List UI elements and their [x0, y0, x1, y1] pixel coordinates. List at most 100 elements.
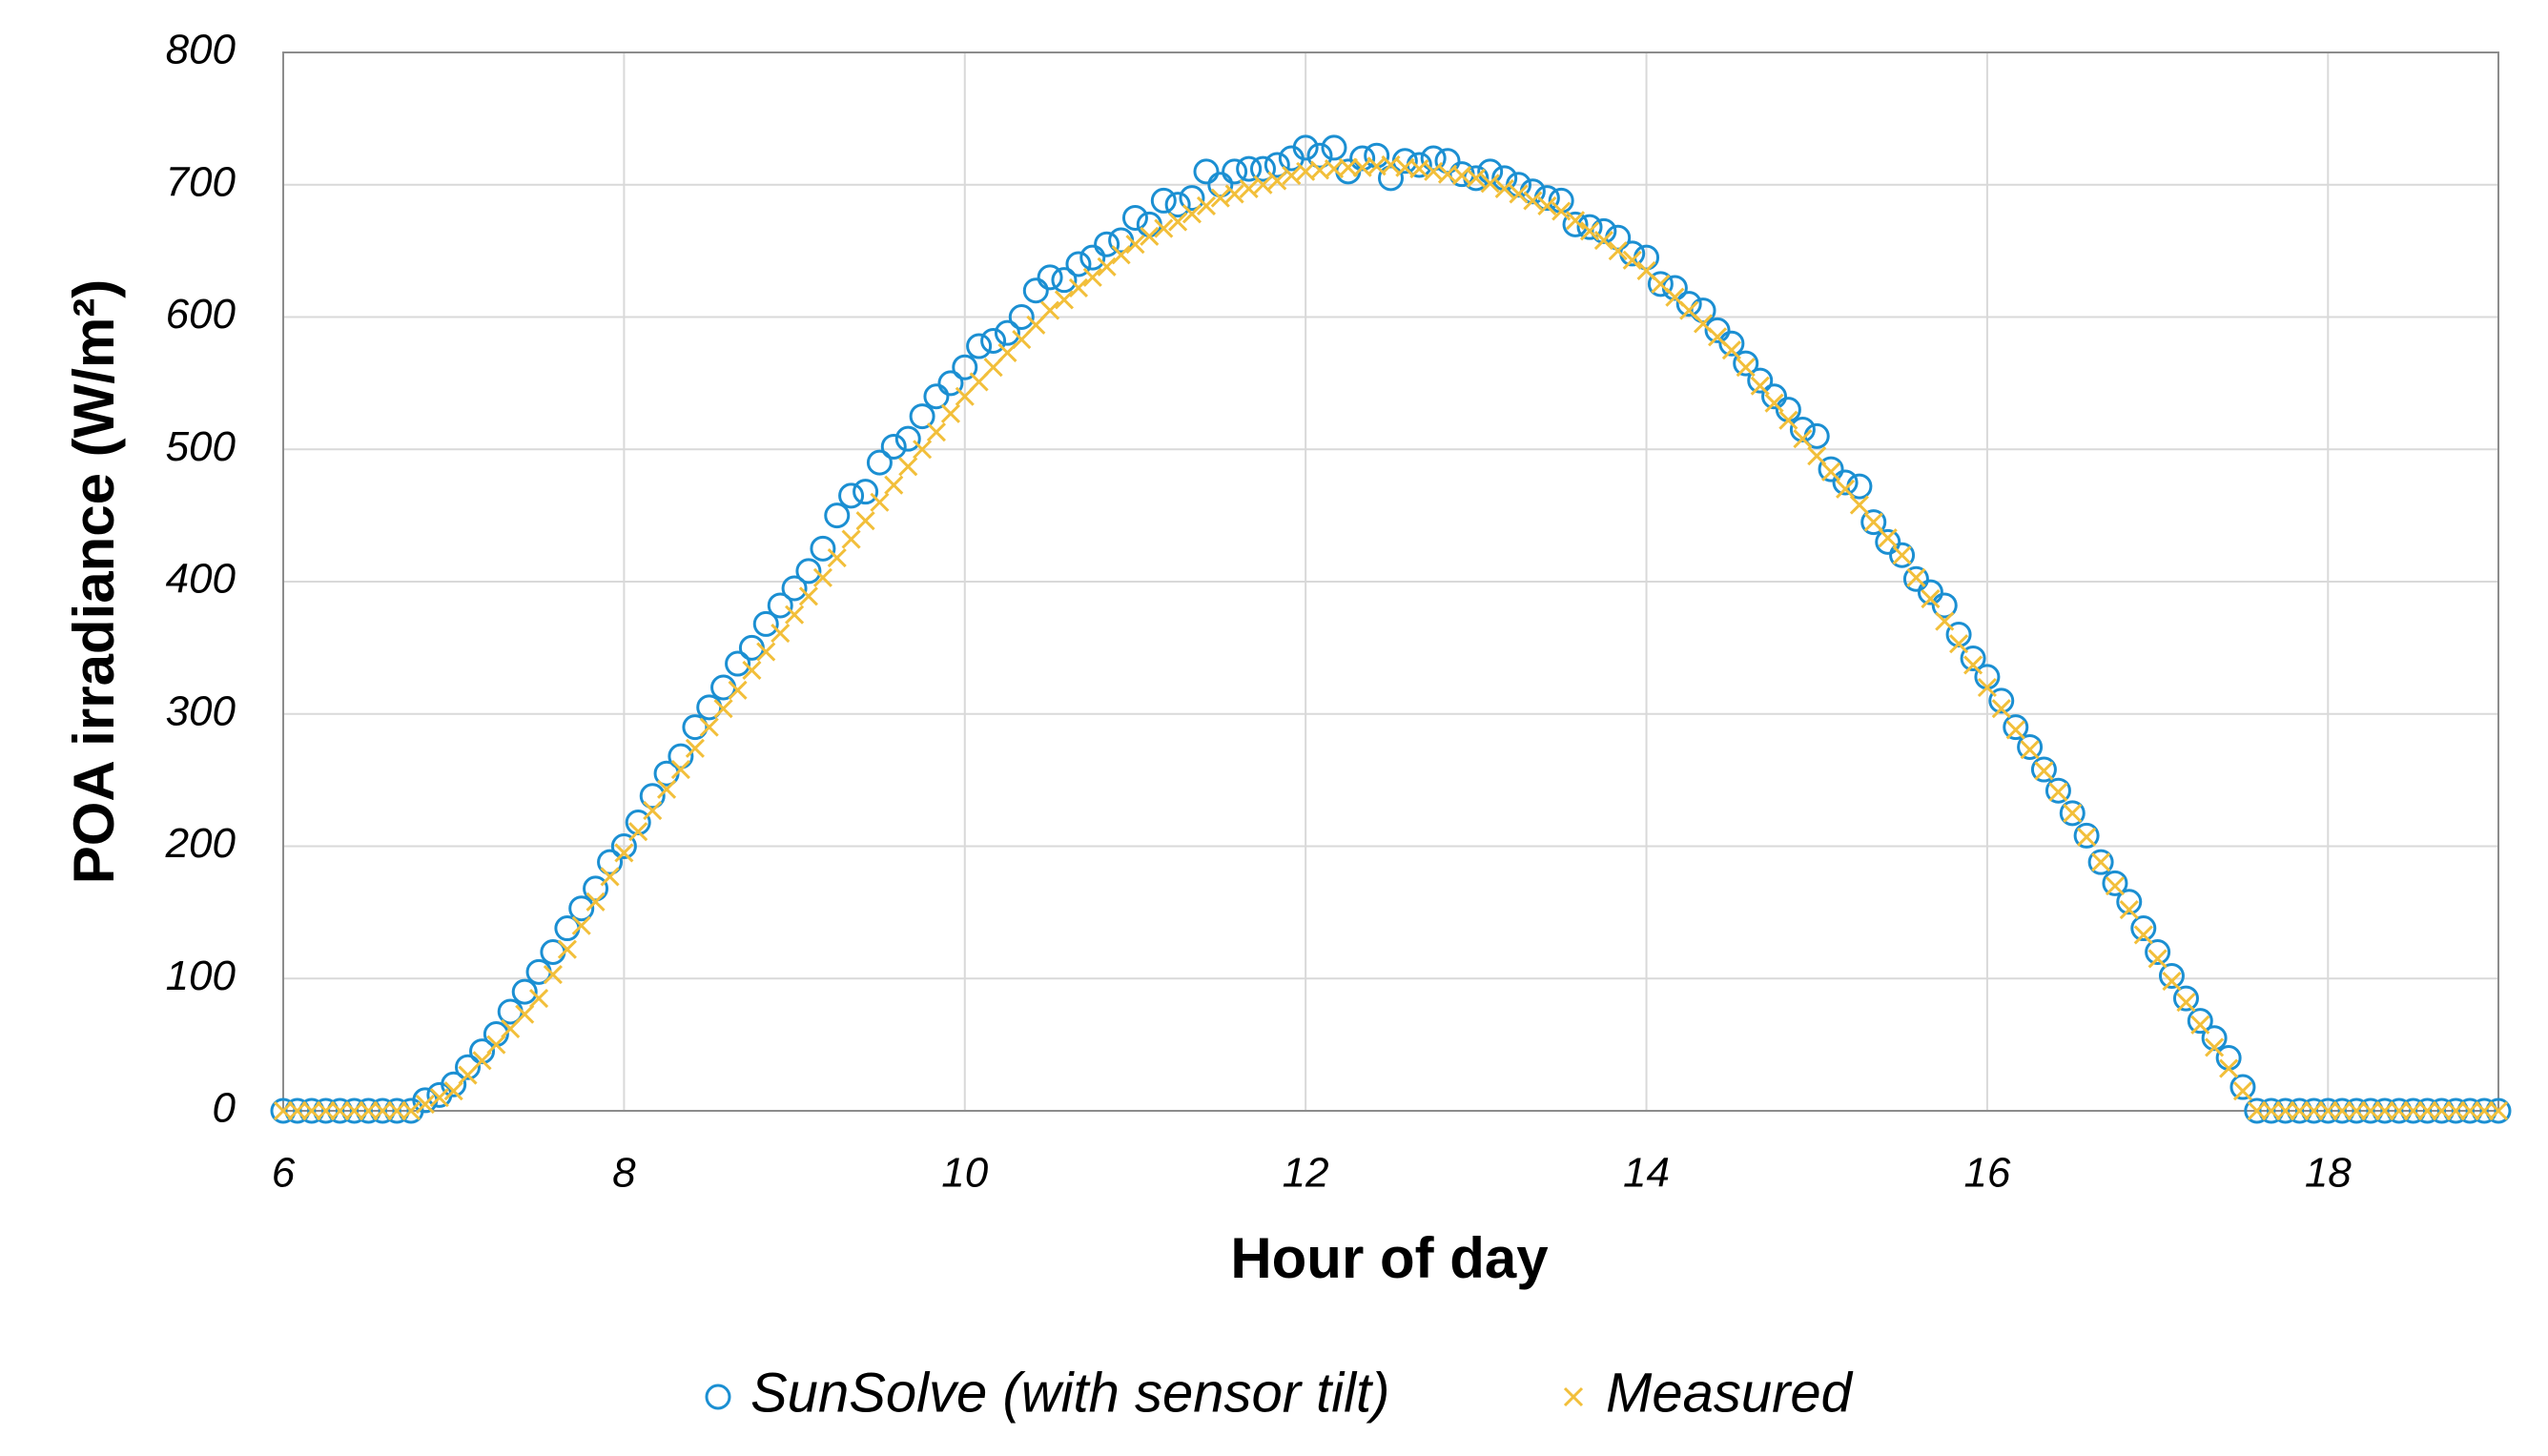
- data-point: [1349, 145, 1376, 172]
- data-point: [952, 354, 978, 380]
- data-point: [994, 319, 1020, 346]
- plot-frame: [282, 51, 2499, 1112]
- data-point: [2304, 1100, 2324, 1121]
- data-point: [2417, 1100, 2437, 1121]
- data-point: [639, 783, 666, 810]
- data-point: [2003, 714, 2029, 741]
- data-point: [2403, 1100, 2423, 1121]
- y-tick-label: 500: [166, 423, 236, 470]
- data-point: [1292, 134, 1319, 161]
- data-point: [1704, 317, 1731, 343]
- y-tick-label: 300: [166, 687, 236, 734]
- data-point: [1065, 251, 1092, 277]
- data-point: [458, 1065, 478, 1085]
- data-point: [980, 327, 1007, 354]
- data-point: [926, 422, 946, 442]
- data-point: [1037, 264, 1063, 291]
- data-point: [316, 1100, 336, 1121]
- data-point: [2105, 876, 2126, 896]
- data-point: [2360, 1100, 2381, 1121]
- data-point: [866, 449, 893, 476]
- data-point: [937, 370, 964, 397]
- data-point: [656, 779, 677, 799]
- data-point: [2272, 1097, 2299, 1124]
- data-point: [1168, 212, 1188, 232]
- data-point: [1509, 184, 1529, 204]
- data-point: [383, 1097, 410, 1124]
- data-point: [1733, 350, 1759, 377]
- y-tick-label: 0: [213, 1085, 236, 1132]
- data-point: [1150, 187, 1177, 214]
- data-point: [401, 1100, 421, 1121]
- data-point: [2215, 1045, 2242, 1071]
- data-point: [1892, 545, 1912, 565]
- data-point: [752, 610, 779, 637]
- y-tick-label: 700: [166, 158, 236, 205]
- data-point: [1860, 509, 1887, 536]
- data-point: [2374, 1100, 2394, 1121]
- data-point: [1523, 191, 1543, 211]
- data-point: [1136, 211, 1162, 237]
- data-point: [1875, 528, 1901, 555]
- data-point: [557, 939, 577, 959]
- data-point: [1551, 201, 1572, 221]
- y-axis-title: POA irradiance (W/m²): [62, 279, 126, 885]
- data-point: [583, 875, 609, 902]
- data-point: [1306, 142, 1333, 169]
- data-point: [1747, 367, 1774, 394]
- data-point: [742, 660, 762, 681]
- data-point: [1022, 277, 1049, 304]
- data-point: [870, 492, 890, 512]
- data-point: [2343, 1097, 2370, 1124]
- data-point: [1164, 192, 1191, 218]
- data-point: [2048, 782, 2068, 802]
- data-point: [515, 1004, 535, 1024]
- data-point: [1012, 330, 1032, 350]
- data-point: [812, 567, 832, 587]
- data-point: [725, 650, 751, 677]
- data-point: [284, 1097, 311, 1124]
- data-point: [1338, 157, 1358, 177]
- data-point: [2147, 949, 2168, 969]
- data-point: [1140, 226, 1160, 246]
- data-point: [756, 642, 776, 662]
- data-point: [2176, 993, 2196, 1013]
- data-point: [1591, 217, 1617, 244]
- data-point: [2446, 1100, 2466, 1121]
- data-point: [2247, 1100, 2267, 1121]
- data-point: [1321, 134, 1347, 161]
- data-point: [2460, 1100, 2480, 1121]
- data-point: [287, 1100, 307, 1121]
- data-point: [2059, 800, 2086, 827]
- data-point: [1832, 469, 1859, 496]
- data-point: [2428, 1097, 2455, 1124]
- data-point: [511, 978, 538, 1005]
- data-point: [1935, 611, 1955, 631]
- data-point: [795, 558, 822, 584]
- data-point: [2091, 852, 2111, 872]
- data-point: [1949, 634, 1969, 654]
- data-point: [781, 575, 808, 602]
- data-point: [1111, 245, 1131, 265]
- data-point: [1889, 542, 1916, 568]
- data-point: [1121, 204, 1148, 231]
- data-point: [909, 403, 935, 430]
- data-point: [2119, 900, 2139, 920]
- data-point: [486, 1035, 506, 1055]
- data-point: [1878, 528, 1898, 548]
- data-point: [2116, 889, 2143, 915]
- data-point: [969, 372, 989, 392]
- data-point: [614, 843, 634, 863]
- data-point: [330, 1100, 350, 1121]
- data-point: [2347, 1100, 2367, 1121]
- data-point: [713, 699, 733, 719]
- data-point: [2232, 1081, 2253, 1101]
- data-point: [2318, 1100, 2338, 1121]
- data-point: [2488, 1100, 2509, 1121]
- data-point: [1094, 231, 1120, 257]
- data-point: [1051, 267, 1078, 294]
- data-point: [1537, 195, 1557, 216]
- data-point: [1991, 699, 2011, 719]
- legend-marker: [705, 1384, 731, 1410]
- data-point: [2357, 1097, 2384, 1124]
